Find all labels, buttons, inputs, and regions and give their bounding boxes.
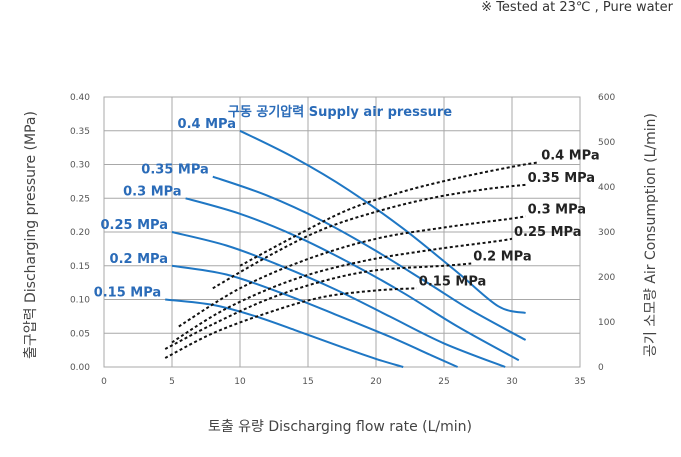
series-labels: 0.4 MPa 0.35 MPa 0.3 MPa 0.25 MPa 0.2 MPa 0.1… [94, 117, 600, 301]
y-tick-label: 0.15 [70, 262, 90, 272]
y-axis-title: 출구압력 Discharging pressure (MPa) [23, 111, 39, 359]
y-tick-label: 0.30 [70, 161, 90, 171]
plot-frame [103, 96, 581, 368]
pressure-series-label: 0.2 MPa [110, 252, 168, 267]
air-series-label: 0.15 MPa [419, 274, 487, 289]
pressure-series-label: 0.15 MPa [94, 286, 162, 301]
axis-ticks: 0 5 10 15 20 25 30 35 0.00 0.05 0.10 0.15 0.20 0.25 0.… [70, 93, 615, 387]
air-consumption-curve [239, 161, 540, 267]
x-tick-label: 5 [169, 377, 175, 387]
air-consumption-curve [171, 237, 513, 344]
air-consumption-curve [212, 183, 526, 290]
x-tick-label: 15 [302, 377, 313, 387]
legend-title: 구동 공기압력 Supply air pressure [228, 105, 452, 120]
y-tick-label: 0.40 [70, 93, 90, 103]
y-tick-label: 0.00 [70, 363, 90, 373]
pressure-curve [171, 264, 459, 368]
y-tick-label: 0.05 [70, 329, 90, 339]
pressure-series-label: 0.4 MPa [178, 117, 236, 132]
y2-tick-label: 600 [598, 93, 615, 103]
y-tick-label: 0.20 [70, 228, 90, 238]
pressure-curve [239, 129, 526, 314]
y-tick-label: 0.35 [70, 127, 90, 137]
x-tick-label: 0 [101, 377, 107, 387]
air-series-label: 0.3 MPa [528, 202, 586, 217]
x-tick-label: 25 [438, 377, 449, 387]
plot-border [103, 96, 581, 368]
pressure-curve [171, 231, 506, 368]
x-axis-title: 토출 유량 Discharging flow rate (L/min) [208, 419, 472, 435]
pressure-curves [165, 129, 527, 368]
x-tick-label: 30 [506, 377, 518, 387]
x-tick-label: 10 [234, 377, 246, 387]
y-tick-label: 0.25 [70, 194, 90, 204]
air-series-label: 0.35 MPa [528, 171, 596, 186]
air-series-label: 0.4 MPa [541, 148, 599, 163]
y2-tick-label: 0 [598, 363, 604, 373]
air-consumption-curves [164, 161, 540, 359]
air-consumption-curve [178, 215, 526, 328]
pressure-series-label: 0.35 MPa [141, 163, 209, 178]
pressure-series-label: 0.3 MPa [123, 184, 181, 199]
y2-tick-label: 500 [598, 138, 615, 148]
y2-tick-label: 200 [598, 273, 615, 283]
air-series-label: 0.2 MPa [473, 250, 531, 265]
pressure-curve [185, 197, 520, 362]
pressure-curve [212, 175, 527, 341]
x-tick-label: 20 [370, 377, 382, 387]
test-condition-note: ※ Tested at 23℃ , Pure water [481, 0, 673, 15]
y2-tick-label: 100 [598, 318, 615, 328]
y-tick-label: 0.10 [70, 296, 90, 306]
x-tick-label: 35 [574, 377, 585, 387]
y2-tick-label: 400 [598, 183, 615, 193]
y2-tick-label: 300 [598, 228, 615, 238]
air-series-label: 0.25 MPa [514, 225, 582, 240]
air-consumption-curve [164, 262, 472, 350]
y2-axis-title: 공기 소모량 Air Consumption (L/min) [643, 113, 659, 357]
air-consumption-curve [164, 287, 417, 359]
pressure-series-label: 0.25 MPa [101, 218, 169, 233]
